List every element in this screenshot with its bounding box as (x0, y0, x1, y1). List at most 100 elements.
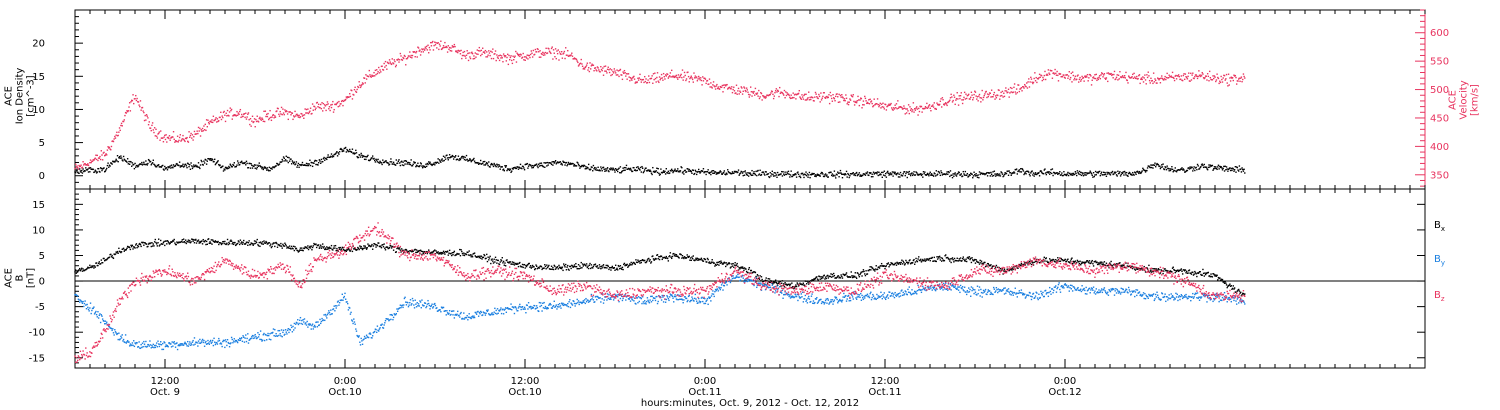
bx-series-point (941, 260, 943, 262)
density-series-point (749, 173, 752, 175)
velocity-series-point (841, 94, 843, 96)
velocity-series-point (982, 96, 985, 99)
bx-series-point (715, 264, 717, 266)
bx-series-point (252, 244, 254, 246)
velocity-series-point (1057, 80, 1060, 82)
bx-series-point (185, 242, 188, 245)
velocity-series-point (626, 78, 628, 80)
density-series-point (76, 169, 78, 172)
velocity-series-point (93, 159, 95, 161)
velocity-series-point (980, 101, 982, 103)
bx-series-point (648, 260, 651, 262)
velocity-series-point (494, 53, 496, 55)
velocity-series-point (710, 82, 712, 84)
velocity-series-point (268, 118, 270, 121)
velocity-series-point (723, 86, 726, 89)
velocity-series-point (524, 59, 526, 61)
velocity-series-point (738, 93, 740, 95)
bx-series-point (417, 250, 420, 253)
bx-series-point (353, 248, 355, 250)
bx-series-point (725, 265, 727, 268)
velocity-series-point (1015, 88, 1018, 90)
velocity-series-point (280, 106, 283, 109)
bx-series-point (830, 273, 832, 275)
bx-series-point (494, 256, 497, 259)
bx-series-point (492, 260, 494, 262)
density-series-point (692, 169, 694, 172)
velocity-series-point (945, 102, 947, 104)
velocity-series-point (361, 83, 363, 86)
velocity-series-point (605, 70, 607, 72)
velocity-series-point (446, 51, 449, 53)
velocity-series-point (616, 69, 618, 71)
density-series-point (183, 165, 186, 167)
density-series-point (1157, 164, 1160, 166)
bx-series-point (140, 245, 142, 248)
velocity-series-point (409, 56, 412, 58)
density-series-point (658, 174, 661, 176)
velocity-series-point (992, 93, 995, 96)
density-series-point (118, 155, 121, 158)
density-series-point (963, 173, 965, 175)
velocity-series-point (90, 161, 92, 164)
velocity-series-point (291, 112, 294, 114)
velocity-series-point (87, 164, 90, 167)
velocity-series-point (608, 69, 610, 71)
density-series-point (87, 168, 89, 170)
density-series-point (95, 172, 98, 174)
bx-series-point (371, 243, 373, 246)
density-series-point (969, 174, 971, 177)
bx-series-point (590, 264, 593, 266)
density-series-point (262, 168, 265, 171)
density-series-point (1007, 170, 1009, 172)
density-series-point (1100, 172, 1102, 175)
density-series-point (431, 164, 433, 167)
density-series-point (770, 175, 772, 177)
velocity-series-point (481, 53, 483, 55)
density-series-point (89, 171, 91, 173)
density-series-point (825, 175, 827, 177)
density-series-point (606, 167, 609, 169)
density-series-point (498, 165, 501, 167)
velocity-series-point (558, 59, 560, 61)
density-series-point (1004, 172, 1006, 174)
bx-series-point (931, 256, 933, 259)
bx-series-point (965, 258, 967, 261)
density-series-point (499, 168, 501, 170)
bx-series-point (833, 274, 836, 277)
bx-series-point (492, 262, 495, 264)
velocity-series-point (258, 117, 260, 120)
bx-series-point (315, 243, 317, 245)
velocity-series-point (358, 81, 360, 83)
bx-series-point (559, 267, 562, 270)
bx-series-point (211, 243, 213, 245)
velocity-series-point (438, 43, 441, 45)
density-series-point (654, 170, 657, 173)
density-series-point (687, 170, 690, 172)
bx-series-point (81, 270, 84, 272)
velocity-series-point (1025, 85, 1027, 88)
bx-series-point (741, 267, 743, 269)
bx-series-point (691, 256, 693, 258)
velocity-series-point (764, 95, 766, 98)
density-series-point (853, 173, 856, 175)
velocity-series-point (133, 102, 135, 105)
velocity-series-point (335, 103, 337, 106)
bx-series-point (135, 243, 138, 245)
density-series-point (958, 171, 960, 174)
density-series-point (1095, 174, 1097, 176)
density-series-point (899, 176, 901, 178)
velocity-series-point (932, 104, 934, 106)
bx-series-point (471, 254, 473, 256)
density-series-point (633, 167, 635, 169)
bx-series-point (116, 252, 118, 254)
velocity-series-point (984, 93, 986, 95)
density-series-point (594, 166, 596, 169)
velocity-series-point (847, 101, 849, 103)
velocity-series-point (567, 55, 570, 57)
velocity-series-point (760, 92, 763, 95)
density-series-point (891, 171, 894, 173)
velocity-series-point (677, 74, 680, 76)
velocity-series-point (918, 110, 921, 113)
velocity-series-point (1226, 82, 1228, 84)
